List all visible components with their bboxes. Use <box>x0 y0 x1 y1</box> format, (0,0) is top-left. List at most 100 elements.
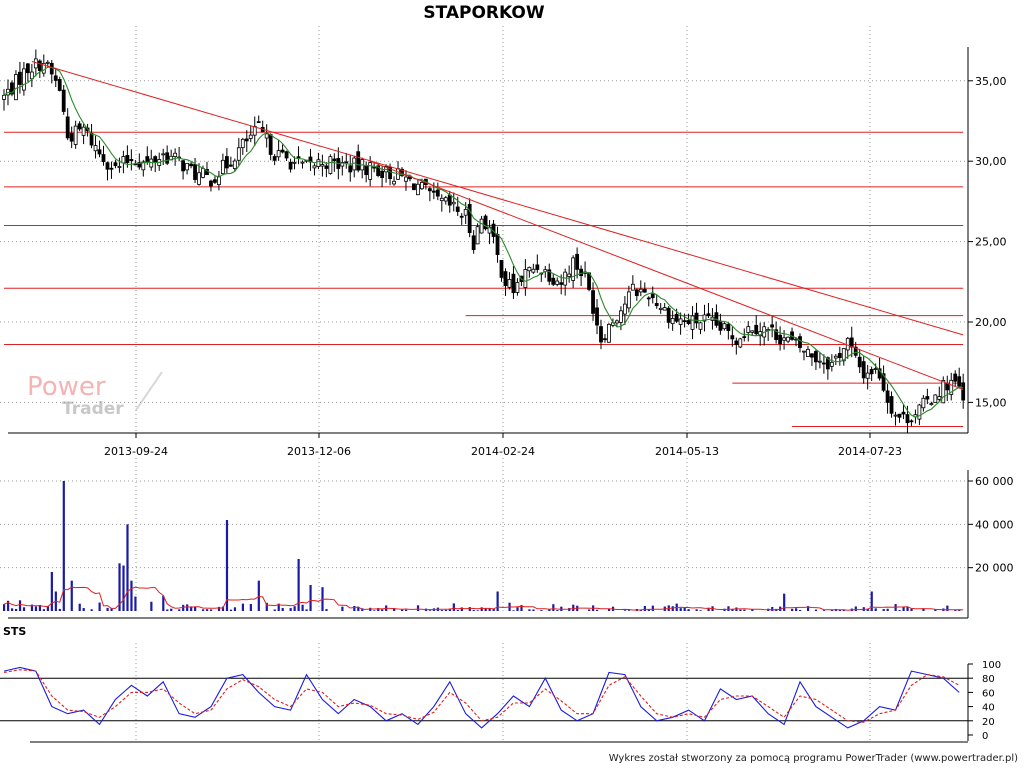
candle-body <box>300 161 305 164</box>
candle-body <box>284 151 289 159</box>
volume-bar <box>377 608 380 611</box>
candle-body <box>722 323 727 330</box>
volume-bar <box>38 604 42 611</box>
sts-d-line <box>3 669 960 723</box>
price-ytick-label: 25,00 <box>975 236 1007 249</box>
candle-body <box>495 234 500 255</box>
candle-body <box>630 283 635 291</box>
candle-body <box>21 68 26 91</box>
candle-body <box>706 313 711 317</box>
candle-body <box>455 206 460 212</box>
volume-bar <box>293 606 296 611</box>
candle-body <box>105 162 110 170</box>
candle-body <box>658 307 663 310</box>
volume-bar <box>10 608 14 611</box>
volume-bar <box>162 595 165 611</box>
candle-body <box>798 336 802 348</box>
sts-ytick-label: 40 <box>982 703 995 714</box>
candle-body <box>18 71 22 85</box>
candle-body <box>141 161 146 171</box>
candle-body <box>961 382 966 401</box>
candle-body <box>889 396 894 414</box>
candle-body <box>312 165 317 169</box>
candle-body <box>224 156 229 169</box>
volume-bar <box>607 608 611 611</box>
volume-bar <box>795 608 798 611</box>
chart-title: STAPORKOW <box>423 3 545 23</box>
candle-body <box>786 336 790 342</box>
candle-body <box>256 121 261 124</box>
sts-panel-label: STS <box>3 625 26 638</box>
moving-average-line <box>3 66 964 418</box>
volume-bar <box>699 610 702 611</box>
candle-body <box>690 315 695 330</box>
volume-bar <box>50 572 53 611</box>
volume-bar <box>472 610 475 611</box>
candle-body <box>240 138 245 149</box>
candle-body <box>193 164 197 180</box>
volume-bar <box>249 603 252 611</box>
watermark-stroke <box>135 371 163 411</box>
volume-bar <box>14 608 18 611</box>
volume-bar <box>301 604 304 611</box>
volume-bar <box>779 606 782 611</box>
volume-bar <box>492 608 495 611</box>
price-ytick-label: 30,00 <box>975 155 1007 168</box>
volume-bar <box>468 607 471 611</box>
volume-bar <box>452 603 455 611</box>
volume-bar <box>381 609 384 611</box>
candle-body <box>730 335 735 340</box>
candle-body <box>929 403 934 405</box>
candle-body <box>507 279 512 288</box>
volume-bar <box>202 609 205 611</box>
candle-body <box>794 338 798 341</box>
candle-body <box>451 201 456 205</box>
price-xtick-label: 2014-02-24 <box>471 445 535 458</box>
volume-bar <box>106 608 109 611</box>
volume-bar <box>170 608 173 611</box>
candle-body <box>340 162 345 167</box>
candle-body <box>782 337 786 341</box>
candle-body <box>173 152 178 157</box>
candle-body <box>412 183 416 191</box>
candle-body <box>909 420 914 423</box>
candle-body <box>57 79 62 91</box>
candle-body <box>622 303 627 315</box>
candle-body <box>591 290 595 314</box>
trend-line <box>31 61 964 336</box>
volume-bar <box>241 603 244 611</box>
candle-body <box>897 413 902 418</box>
candle-body <box>615 320 619 324</box>
candle-body <box>650 293 655 299</box>
price-ytick-label: 20,00 <box>975 316 1007 329</box>
candle-body <box>37 60 42 71</box>
volume-bar <box>18 600 22 611</box>
candle-body <box>380 170 385 178</box>
candle-body <box>806 348 810 357</box>
candle-body <box>471 235 476 251</box>
sts-panel: STS 0 20 40 60 80 100 <box>0 625 1001 743</box>
volume-bar <box>532 609 535 611</box>
candle-body <box>642 288 647 293</box>
volume-bar <box>448 608 451 611</box>
volume-bar <box>444 609 447 611</box>
candle-body <box>849 337 854 348</box>
volume-bar <box>277 603 280 611</box>
volume-bar <box>707 607 710 611</box>
volume-bar <box>90 609 93 611</box>
volume-bar <box>178 609 181 611</box>
volume-bar <box>739 609 742 611</box>
volume-bar <box>799 609 802 611</box>
volume-bar <box>221 606 225 611</box>
volume-bar <box>229 609 233 611</box>
candle-body <box>81 126 86 136</box>
candle-body <box>364 165 369 176</box>
volume-bar <box>205 609 209 611</box>
volume-bar <box>572 604 575 611</box>
volume-bar <box>217 606 221 611</box>
candle-body <box>865 372 870 379</box>
candle-body <box>431 190 436 193</box>
candle-body <box>607 323 611 343</box>
candle-body <box>754 324 759 335</box>
volume-bar <box>62 481 65 611</box>
